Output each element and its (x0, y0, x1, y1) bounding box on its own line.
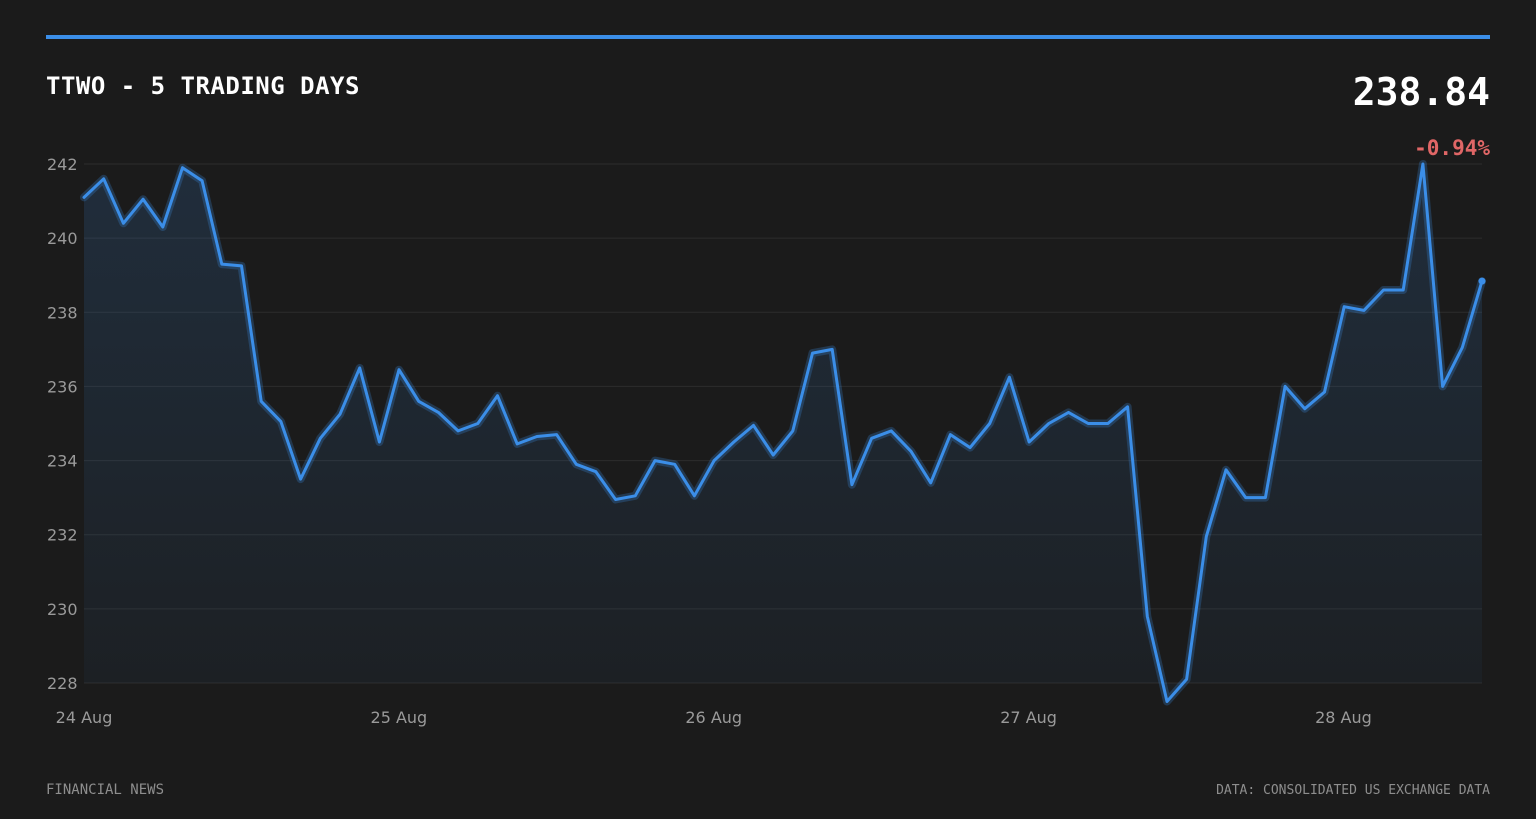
accent-bar (46, 35, 1490, 39)
x-tick-label: 26 Aug (685, 708, 742, 727)
last-price-point (1478, 277, 1486, 285)
series-area (84, 164, 1482, 702)
y-tick-label: 242 (47, 155, 78, 174)
x-tick-label: 28 Aug (1315, 708, 1372, 727)
x-tick-label: 25 Aug (371, 708, 428, 727)
y-tick-label: 228 (47, 674, 78, 693)
price-change: -0.94% (1414, 136, 1490, 160)
x-tick-label: 27 Aug (1000, 708, 1057, 727)
footer-source-left: FINANCIAL NEWS (46, 782, 165, 798)
x-tick-label: 24 Aug (56, 708, 113, 727)
series-line (82, 162, 1484, 703)
chart-title: TTWO - 5 TRADING DAYS (46, 72, 360, 100)
current-price: 238.84 (1352, 70, 1490, 114)
x-axis-ticks: 24 Aug 25 Aug 26 Aug 27 Aug 28 Aug (56, 708, 1372, 727)
y-axis-ticks: 242 240 238 236 234 232 230 228 (47, 155, 78, 693)
series-layer (80, 160, 1486, 706)
y-tick-label: 230 (47, 600, 78, 619)
y-tick-label: 236 (47, 377, 78, 396)
y-tick-label: 240 (47, 229, 78, 248)
y-tick-label: 238 (47, 303, 78, 322)
footer-source-right: DATA: CONSOLIDATED US EXCHANGE DATA (1216, 783, 1490, 798)
y-tick-label: 232 (47, 526, 78, 545)
y-tick-label: 234 (47, 452, 78, 471)
